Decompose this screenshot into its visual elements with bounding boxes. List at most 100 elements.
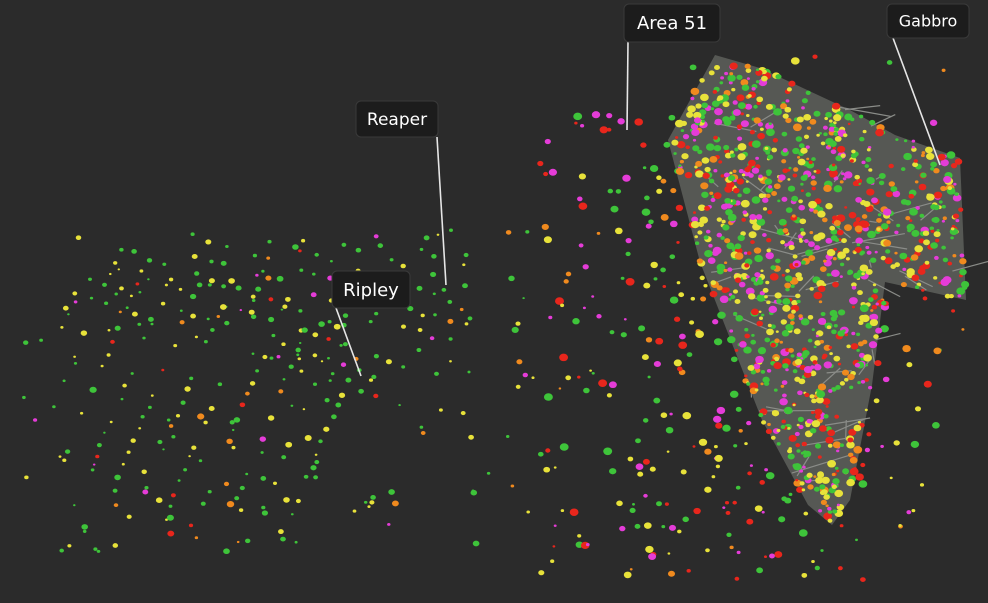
- sample-point: [912, 146, 915, 149]
- sample-point: [669, 525, 676, 531]
- sample-point: [947, 151, 956, 158]
- sample-point: [755, 388, 759, 391]
- sample-point: [645, 546, 653, 553]
- sample-point: [461, 411, 466, 415]
- sample-point: [680, 160, 684, 164]
- sample-point: [544, 236, 552, 243]
- sample-point: [862, 214, 868, 219]
- sample-point: [239, 508, 243, 512]
- sample-point: [861, 272, 865, 275]
- sample-point: [59, 549, 64, 553]
- sample-point: [912, 509, 916, 512]
- sample-point: [273, 482, 277, 485]
- sample-point: [773, 108, 781, 115]
- sample-point: [866, 177, 875, 184]
- sample-point: [624, 318, 627, 320]
- sample-point: [52, 405, 56, 408]
- sample-point: [646, 224, 652, 229]
- sample-point: [747, 94, 752, 98]
- sample-point: [866, 269, 873, 275]
- sample-point: [343, 313, 348, 318]
- sample-point: [80, 412, 83, 415]
- sample-point: [744, 167, 750, 172]
- sample-point: [733, 188, 739, 194]
- sample-point: [190, 294, 196, 299]
- sample-point: [744, 328, 748, 332]
- sample-point: [83, 530, 87, 533]
- sample-point: [281, 455, 286, 459]
- sample-point: [118, 268, 120, 270]
- sample-point: [774, 338, 779, 343]
- sample-point: [72, 291, 77, 295]
- sample-point: [737, 178, 744, 184]
- label-text: Area 51: [637, 13, 707, 34]
- sample-point: [675, 136, 678, 139]
- sample-point: [716, 465, 720, 469]
- sample-point: [935, 239, 939, 243]
- sample-point: [799, 143, 805, 148]
- sample-point: [318, 321, 325, 327]
- sample-point: [769, 554, 775, 559]
- sample-point: [833, 114, 841, 121]
- label-text: Ripley: [343, 280, 399, 301]
- sample-point: [767, 155, 773, 160]
- sample-point: [81, 524, 88, 530]
- sample-point: [773, 362, 781, 369]
- sample-point: [701, 192, 708, 198]
- sample-point: [130, 295, 133, 298]
- sample-point: [937, 229, 940, 232]
- sample-point: [695, 103, 701, 108]
- sample-point: [829, 171, 837, 177]
- sample-point: [746, 382, 750, 385]
- sample-point: [339, 344, 342, 347]
- sample-point: [851, 150, 856, 154]
- sample-point: [903, 153, 912, 160]
- sample-point: [865, 164, 870, 168]
- sample-point: [331, 414, 337, 419]
- sample-point: [369, 320, 373, 323]
- sample-point: [730, 153, 735, 157]
- sample-point: [157, 440, 162, 444]
- sample-point: [810, 180, 816, 185]
- sample-point: [249, 310, 255, 315]
- sample-point: [747, 471, 752, 475]
- sample-point: [858, 421, 861, 424]
- sample-point: [704, 449, 711, 455]
- sample-point: [835, 385, 841, 390]
- sample-point: [543, 172, 548, 176]
- sample-point: [732, 501, 736, 505]
- sample-point: [915, 406, 921, 411]
- sample-point: [857, 243, 861, 246]
- sample-point: [867, 251, 872, 255]
- sample-point: [866, 432, 871, 436]
- sample-point: [559, 387, 562, 389]
- sample-point: [851, 153, 857, 158]
- sample-point: [765, 281, 769, 285]
- sample-point: [755, 505, 763, 512]
- sample-point: [782, 298, 790, 305]
- sample-point: [783, 113, 789, 118]
- sample-point: [817, 211, 825, 218]
- sample-point: [757, 218, 766, 225]
- sample-point: [550, 559, 554, 563]
- sample-point: [869, 341, 877, 348]
- sample-point: [401, 324, 406, 328]
- sample-point: [730, 150, 734, 153]
- sample-point: [813, 475, 816, 478]
- sample-point: [750, 130, 755, 134]
- sample-point: [663, 285, 667, 288]
- sample-point: [794, 263, 798, 266]
- sample-point: [951, 309, 955, 312]
- sample-point: [800, 357, 803, 359]
- sample-point: [708, 244, 712, 248]
- sample-point: [328, 320, 332, 323]
- sample-point: [736, 407, 742, 412]
- sample-point: [815, 443, 821, 448]
- sample-point: [687, 352, 693, 357]
- sample-point: [260, 451, 263, 454]
- sample-point: [268, 317, 274, 322]
- sample-point: [65, 449, 70, 453]
- sample-point: [795, 294, 800, 299]
- sample-point: [122, 463, 125, 466]
- sample-point: [73, 504, 75, 506]
